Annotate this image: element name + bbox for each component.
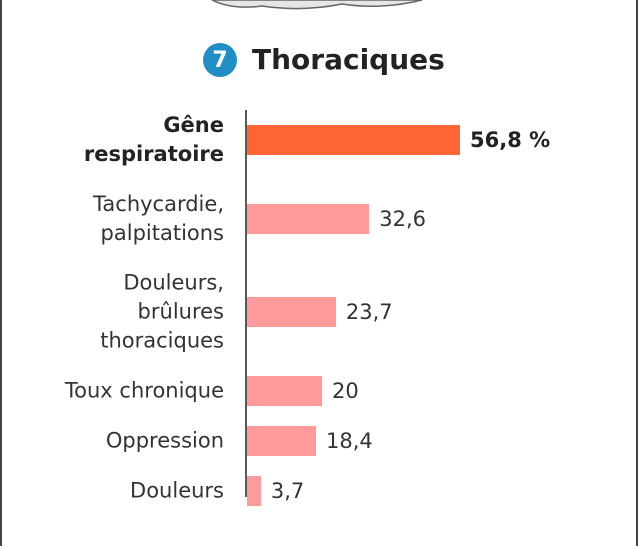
value-label: 23,7 (345, 300, 393, 324)
chart-title: Thoraciques (252, 43, 445, 76)
category-label: Gêne respiratoire (83, 112, 224, 166)
bar (247, 124, 460, 155)
category-label: Toux chronique (64, 378, 224, 403)
badge (203, 43, 237, 77)
bar (247, 426, 316, 456)
bar (247, 476, 261, 506)
value-label: 20 (332, 379, 359, 403)
category-label: Douleurs, brûlures thoraciques (100, 270, 224, 353)
bar (247, 376, 322, 406)
category-label: Douleurs (130, 478, 224, 503)
value-label: 32,6 (379, 206, 427, 231)
category-label: Tachycardie, palpitations (93, 191, 224, 245)
value-label: 3,7 (270, 479, 305, 503)
bar (247, 297, 336, 327)
value-label: 56,8 % (470, 127, 551, 152)
illustration-fragment (211, 0, 423, 10)
badge-number: 7 (212, 48, 227, 73)
value-label: 18,4 (326, 429, 373, 453)
bar (247, 203, 370, 234)
category-label: Oppression (105, 428, 224, 453)
